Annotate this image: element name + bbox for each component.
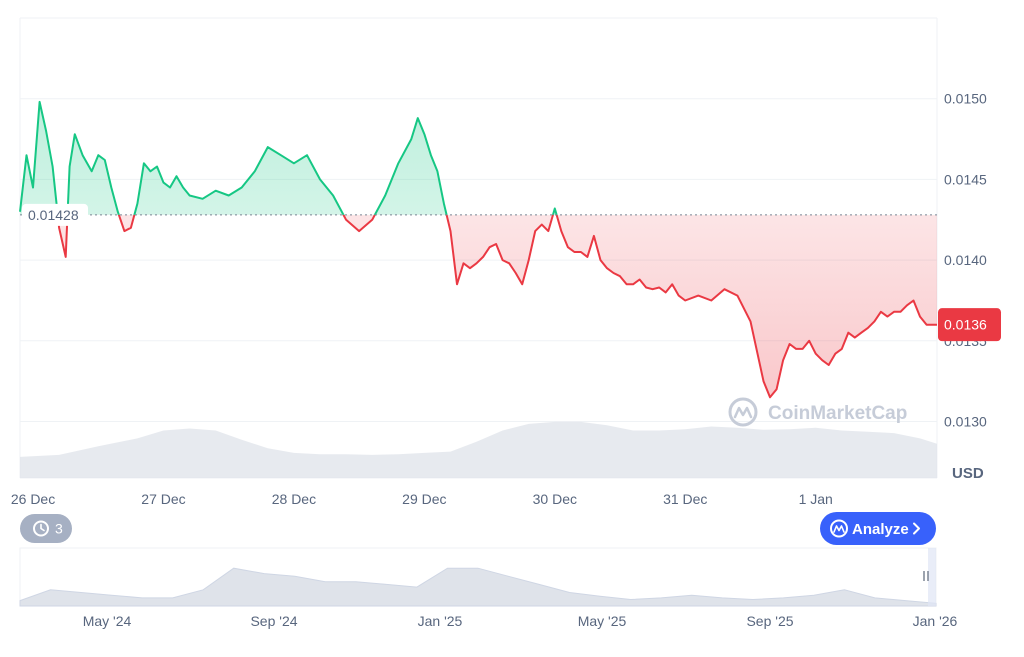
y-tick-label: 0.0145 <box>944 171 987 187</box>
watermark-text: CoinMarketCap <box>768 403 907 424</box>
x-tick-label: 29 Dec <box>402 491 446 507</box>
range-navigator[interactable] <box>19 547 937 607</box>
navigator-x-tick-label: Jan '26 <box>913 613 958 629</box>
x-tick-label: 26 Dec <box>11 491 55 507</box>
current-price-tag-bg <box>938 308 1001 342</box>
price-area-down <box>57 214 937 398</box>
history-button[interactable]: 3 <box>20 514 72 543</box>
analyze-button-label: Analyze <box>852 521 909 538</box>
watermark: CoinMarketCap <box>728 397 907 427</box>
current-price-tag: 0.0136 <box>938 308 1001 342</box>
navigator-handle[interactable] <box>923 571 929 581</box>
analyze-button[interactable]: Analyze <box>820 512 936 545</box>
x-tick-label: 27 Dec <box>141 491 185 507</box>
price-line-up <box>19 100 558 215</box>
navigator-x-axis: May '24 Sep '24 Jan '25 May '25 Sep '25 Jan '… <box>83 613 958 629</box>
reference-label: 0.01428 <box>22 203 88 226</box>
navigator-area-path <box>19 567 937 607</box>
volume-area <box>20 421 937 478</box>
navigator-selection[interactable] <box>928 548 936 606</box>
current-price-tag-text: 0.0136 <box>944 317 987 333</box>
volume-bars <box>20 421 937 478</box>
x-axis: 26 Dec 27 Dec 28 Dec 29 Dec 30 Dec 31 Dec 1 Ja… <box>11 491 833 507</box>
x-tick-label: 31 Dec <box>663 491 707 507</box>
navigator-x-tick-label: May '24 <box>83 613 132 629</box>
history-icon <box>33 520 49 537</box>
navigator-x-tick-label: May '25 <box>578 613 627 629</box>
price-area <box>20 101 937 398</box>
price-line <box>19 100 937 399</box>
history-icon-hands <box>40 523 45 532</box>
reference-label-text: 0.01428 <box>28 207 79 223</box>
history-button-bg[interactable] <box>20 514 72 543</box>
chevron-right-icon <box>913 522 920 535</box>
x-tick-label: 28 Dec <box>272 491 316 507</box>
y-tick-label: 0.0140 <box>944 252 987 268</box>
navigator-area <box>19 567 937 607</box>
reference-label-bg <box>22 203 88 226</box>
cmc-logo-icon <box>728 397 758 427</box>
y-tick-label: 0.0130 <box>944 414 987 430</box>
navigator-x-tick-label: Jan '25 <box>418 613 463 629</box>
x-tick-label: 30 Dec <box>533 491 577 507</box>
history-count: 3 <box>55 521 63 537</box>
price-line-down <box>56 214 937 399</box>
cmc-logo-mark-icon <box>733 406 753 419</box>
unit-label: USD <box>952 465 984 482</box>
y-tick-label: 0.0150 <box>944 91 987 107</box>
x-tick-label: 1 Jan <box>799 491 833 507</box>
analyze-logo-mark-icon <box>833 525 845 533</box>
analyze-button-bg[interactable] <box>820 512 936 545</box>
navigator-x-tick-label: Sep '25 <box>746 613 793 629</box>
navigator-x-tick-label: Sep '24 <box>250 613 297 629</box>
analyze-logo-icon <box>830 519 848 538</box>
price-area-up <box>20 101 937 215</box>
